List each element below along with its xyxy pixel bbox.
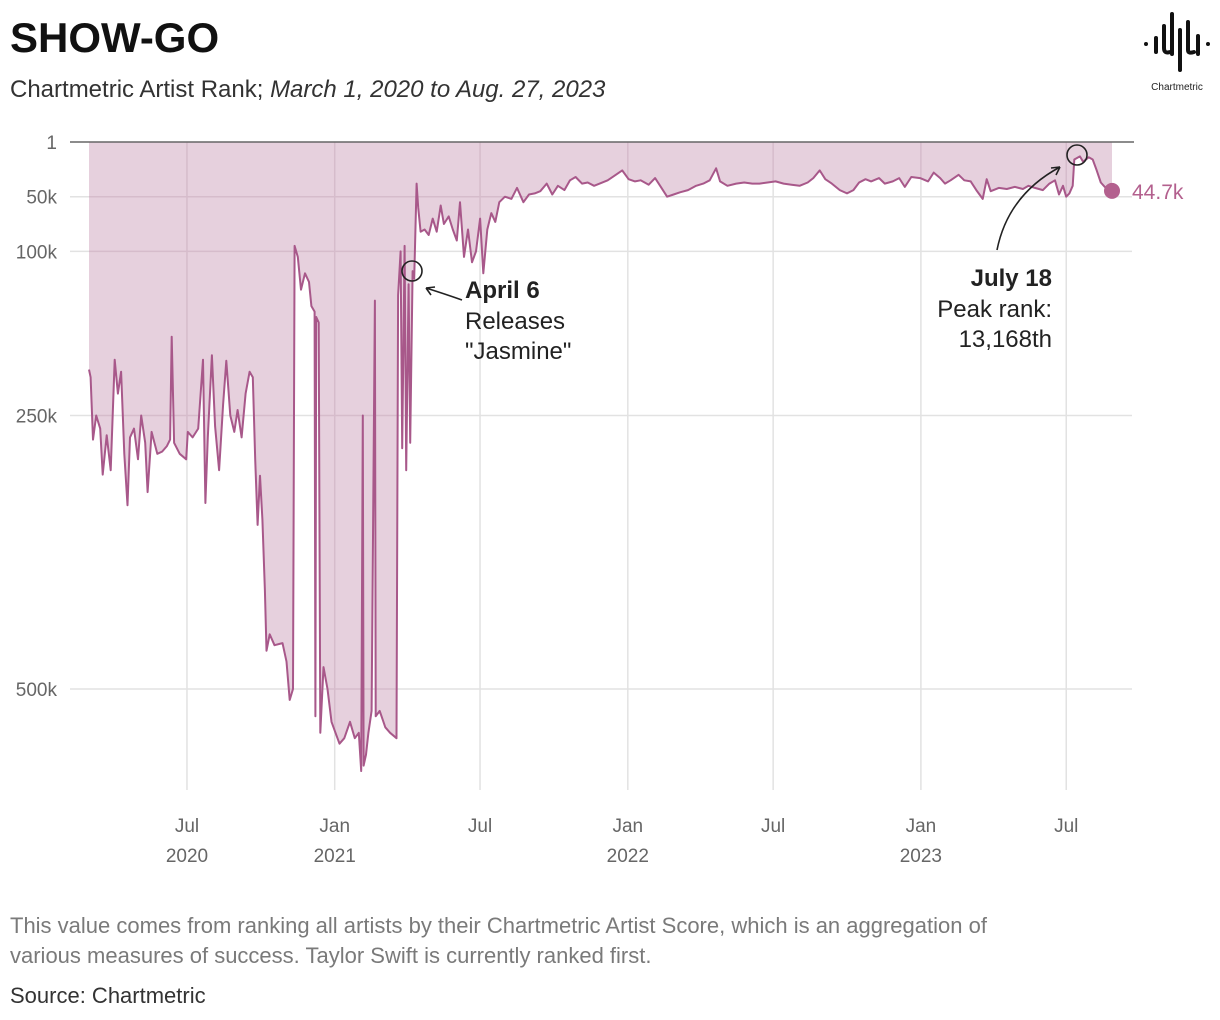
x-axis-ticks: Jul 2020 Jan 2021 Jul Jan 2022 Jul Jan 2023 Jul [166, 816, 1079, 867]
y-tick-label: 100k [16, 242, 58, 263]
annotation-arrow-icon [425, 286, 463, 301]
annotation-circle [1066, 144, 1088, 166]
rank-area-fill [89, 142, 1112, 771]
x-tick-month: Jul [175, 816, 199, 837]
annotation-line2: "Jasmine" [465, 338, 571, 365]
annotation-title: April 6 [465, 277, 540, 304]
annotation-line2: 13,168th [959, 326, 1052, 353]
footnote-line1: This value comes from ranking all artist… [10, 913, 988, 938]
footnote-line2: various measures of success. Taylor Swif… [10, 943, 651, 968]
x-tick-month: Jan [612, 816, 643, 837]
x-tick-month: Jul [761, 816, 785, 837]
annotation-april-6: April 6 Releases "Jasmine" [401, 260, 571, 365]
annotation-line1: Peak rank: [937, 296, 1052, 323]
subtitle-date-range: March 1, 2020 to Aug. 27, 2023 [270, 76, 606, 103]
x-tick-month: Jan [319, 816, 350, 837]
logo-text: Chartmetric [1151, 82, 1203, 93]
rank-line [88, 155, 1113, 772]
annotation-circle [401, 260, 423, 282]
annotation-july-18: July 18 Peak rank: 13,168th [937, 144, 1088, 353]
x-tick-month: Jul [1054, 816, 1078, 837]
x-tick-year: 2021 [314, 846, 356, 867]
end-point-label: 44.7k [1132, 181, 1184, 204]
annotation-arrow-icon [996, 166, 1061, 251]
y-tick-label: 50k [26, 188, 57, 209]
y-tick-label: 500k [16, 680, 58, 701]
chartmetric-logo: Chartmetric [1144, 12, 1210, 93]
chart-title: SHOW-GO [10, 14, 219, 61]
x-tick-month: Jan [906, 816, 937, 837]
end-point-dot [1104, 182, 1120, 199]
chart-subtitle: Chartmetric Artist Rank; March 1, 2020 t… [10, 76, 606, 103]
x-tick-year: 2023 [900, 846, 942, 867]
y-tick-label: 250k [16, 406, 58, 427]
x-tick-month: Jul [468, 816, 492, 837]
annotation-line1: Releases [465, 308, 565, 335]
annotation-title: July 18 [971, 265, 1052, 292]
y-tick-label: 1 [46, 133, 57, 154]
source-note: Source: Chartmetric [10, 983, 206, 1008]
x-tick-year: 2022 [607, 846, 649, 867]
subtitle-plain: Chartmetric Artist Rank; [10, 76, 270, 103]
x-tick-year: 2020 [166, 846, 208, 867]
y-axis-ticks: 1 50k 100k 250k 500k [16, 133, 58, 701]
